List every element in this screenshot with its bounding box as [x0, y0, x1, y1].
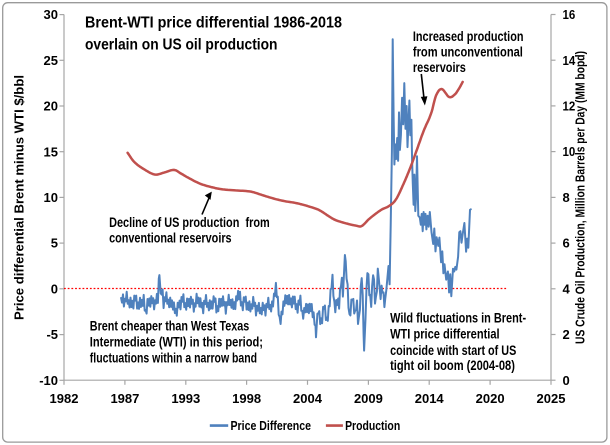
svg-text:1998: 1998 [232, 391, 261, 406]
svg-text:Increased production: Increased production [413, 29, 524, 44]
svg-text:1982: 1982 [50, 391, 79, 406]
svg-text:2025: 2025 [537, 391, 566, 406]
svg-text:6: 6 [563, 236, 570, 251]
svg-text:1987: 1987 [110, 391, 139, 406]
svg-text:4: 4 [563, 281, 571, 296]
svg-text:0: 0 [51, 281, 58, 296]
svg-text:overlain on US oil production: overlain on US oil production [85, 37, 278, 54]
svg-text:15: 15 [44, 144, 58, 159]
svg-text:Production: Production [345, 418, 400, 433]
svg-text:2: 2 [563, 327, 570, 342]
svg-text:Price Difference: Price Difference [231, 418, 312, 433]
svg-text:10: 10 [44, 190, 58, 205]
svg-text:tight oil boom (2004-08): tight oil boom (2004-08) [390, 358, 515, 373]
svg-text:fluctuations within a narrow b: fluctuations within a narrow band [90, 351, 257, 366]
svg-text:from unconventional: from unconventional [413, 45, 523, 60]
svg-text:Price differential Brent minus: Price differential Brent minus WTI $/bbl [11, 75, 26, 320]
svg-text:conventional reservoirs: conventional reservoirs [109, 230, 232, 245]
svg-text:2009: 2009 [354, 391, 383, 406]
svg-text:16: 16 [563, 7, 576, 22]
svg-text:25: 25 [44, 53, 58, 68]
svg-text:US Crude Oil Production, Milli: US Crude Oil Production, Million Barrels… [572, 51, 587, 344]
svg-text:coincide with start of US: coincide with start of US [390, 343, 516, 358]
svg-text:14: 14 [563, 53, 576, 68]
svg-text:2004: 2004 [293, 391, 323, 406]
svg-text:2014: 2014 [415, 391, 445, 406]
svg-text:30: 30 [44, 7, 58, 22]
svg-text:8: 8 [563, 190, 570, 205]
svg-text:5: 5 [51, 236, 58, 251]
svg-text:Intermediate (WTI) in this per: Intermediate (WTI) in this period; [90, 334, 263, 349]
svg-text:Brent cheaper than West Texas: Brent cheaper than West Texas [90, 319, 249, 334]
svg-text:Wild fluctuations in Brent-: Wild fluctuations in Brent- [390, 311, 526, 326]
svg-text:Decline of US production from: Decline of US production from [109, 215, 270, 230]
svg-text:reservoirs: reservoirs [413, 60, 466, 75]
svg-text:0: 0 [563, 373, 570, 388]
svg-text:-10: -10 [39, 373, 58, 388]
svg-text:1993: 1993 [171, 391, 200, 406]
svg-text:Brent-WTI price differential 1: Brent-WTI price differential 1986-2018 [85, 15, 342, 32]
svg-text:WTI price differential: WTI price differential [390, 327, 500, 342]
svg-text:2020: 2020 [476, 391, 505, 406]
svg-text:12: 12 [563, 99, 576, 114]
svg-text:20: 20 [44, 99, 58, 114]
svg-text:-5: -5 [46, 327, 58, 342]
svg-text:10: 10 [563, 144, 576, 159]
